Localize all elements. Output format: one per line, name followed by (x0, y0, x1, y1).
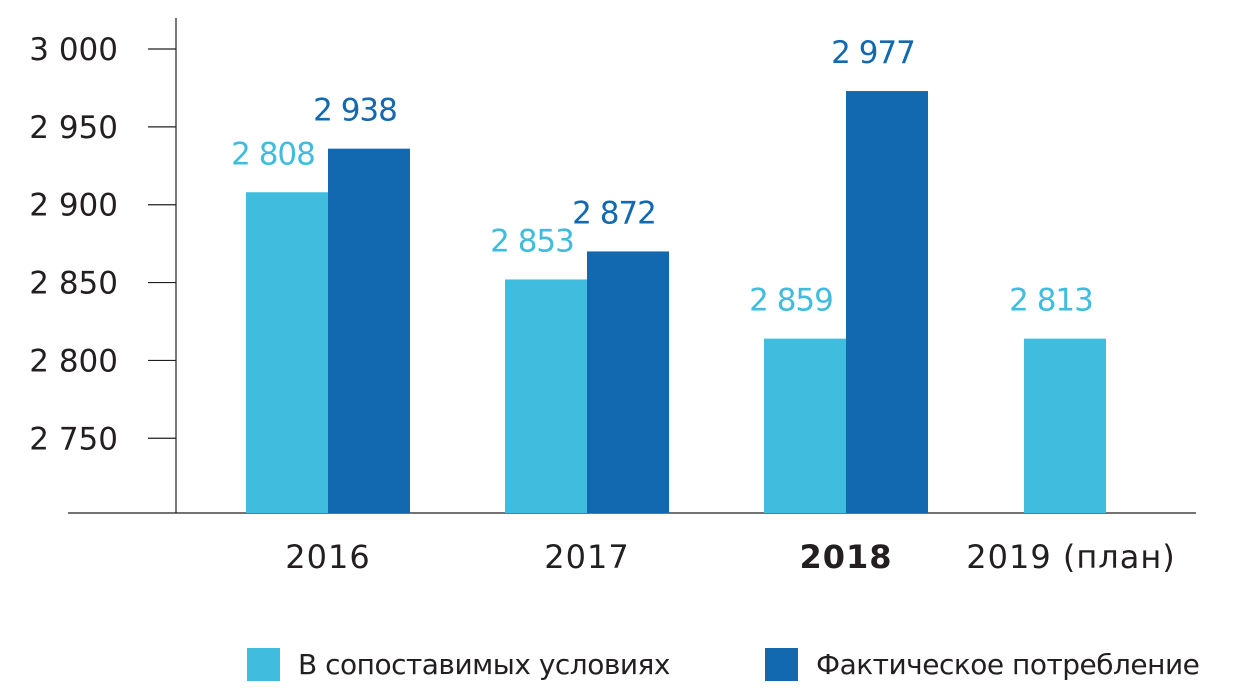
bar-actual (328, 148, 410, 513)
data-label: 2 813 (1009, 283, 1093, 319)
legend: В сопоставимых условиях Фактическое потр… (0, 638, 1246, 690)
legend-item-comparable: В сопоставимых условиях (247, 644, 670, 684)
bar-comparable (246, 192, 328, 513)
legend-swatch-actual (765, 647, 798, 681)
data-label: 2 872 (572, 195, 656, 231)
y-tick-label: 3 000 (29, 32, 118, 68)
y-tick-label: 2 950 (29, 110, 118, 146)
data-label: 2 859 (749, 283, 833, 319)
x-tick-label: 2016 (285, 538, 370, 576)
bar-comparable (764, 338, 846, 513)
bar-comparable (505, 279, 587, 513)
bar-actual (587, 251, 669, 513)
legend-swatch-comparable (247, 647, 280, 681)
bar-actual (846, 91, 928, 514)
x-tick-label: 2018 (799, 538, 892, 576)
legend-label-comparable: В сопоставимых условиях (298, 647, 670, 681)
legend-label-actual: Фактическое потребление (816, 647, 1200, 681)
data-label: 2 977 (831, 35, 915, 71)
x-tick-label: 2017 (544, 538, 629, 576)
y-tick-label: 2 850 (29, 266, 118, 302)
x-axis: 2016 2017 2018 2019 (план) (68, 512, 1196, 576)
y-tick-label: 2 800 (29, 343, 118, 379)
legend-item-actual: Фактическое потребление (765, 644, 1200, 684)
bar-comparable (1024, 338, 1106, 513)
y-tick-label: 2 750 (29, 421, 118, 457)
data-label: 2 938 (313, 93, 397, 129)
bars (246, 91, 1106, 514)
data-label: 2 808 (231, 136, 315, 172)
x-tick-label: 2019 (план) (966, 538, 1175, 576)
data-label: 2 853 (490, 223, 574, 259)
y-tick-label: 2 900 (29, 188, 118, 224)
y-axis: 3 000 2 950 2 900 2 850 2 800 2 750 (29, 18, 177, 513)
